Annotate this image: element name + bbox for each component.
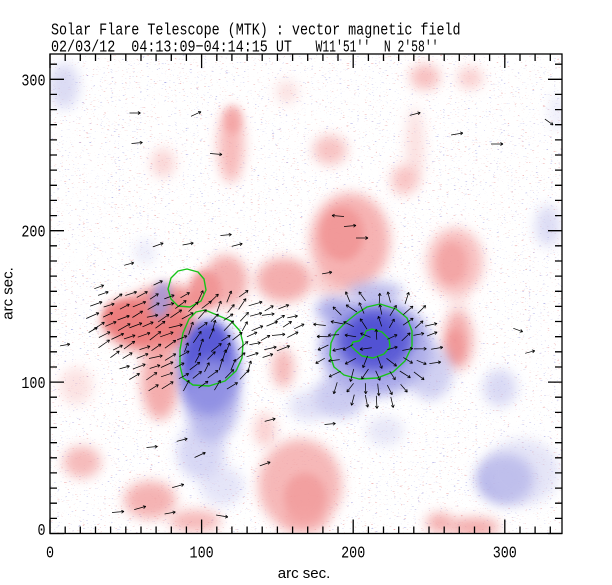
svg-text:Solar Flare Telescope (MTK) :: Solar Flare Telescope (MTK) : vector mag… xyxy=(51,20,461,40)
svg-text:0: 0 xyxy=(46,543,54,563)
svg-text:200: 200 xyxy=(341,543,365,563)
svg-text:100: 100 xyxy=(21,374,45,394)
svg-text:arc sec.: arc sec. xyxy=(0,267,17,320)
svg-text:200: 200 xyxy=(21,222,45,242)
svg-text:300: 300 xyxy=(21,71,45,91)
svg-text:arc sec.: arc sec. xyxy=(278,565,331,582)
svg-text:W11'51'' N 2'58'': W11'51'' N 2'58'' xyxy=(316,37,439,57)
svg-text:02/03/12 04:13:09−04:14:15 UT: 02/03/12 04:13:09−04:14:15 UT xyxy=(51,37,292,57)
svg-text:300: 300 xyxy=(493,543,517,563)
svg-text:0: 0 xyxy=(37,521,45,541)
svg-text:100: 100 xyxy=(190,543,214,563)
